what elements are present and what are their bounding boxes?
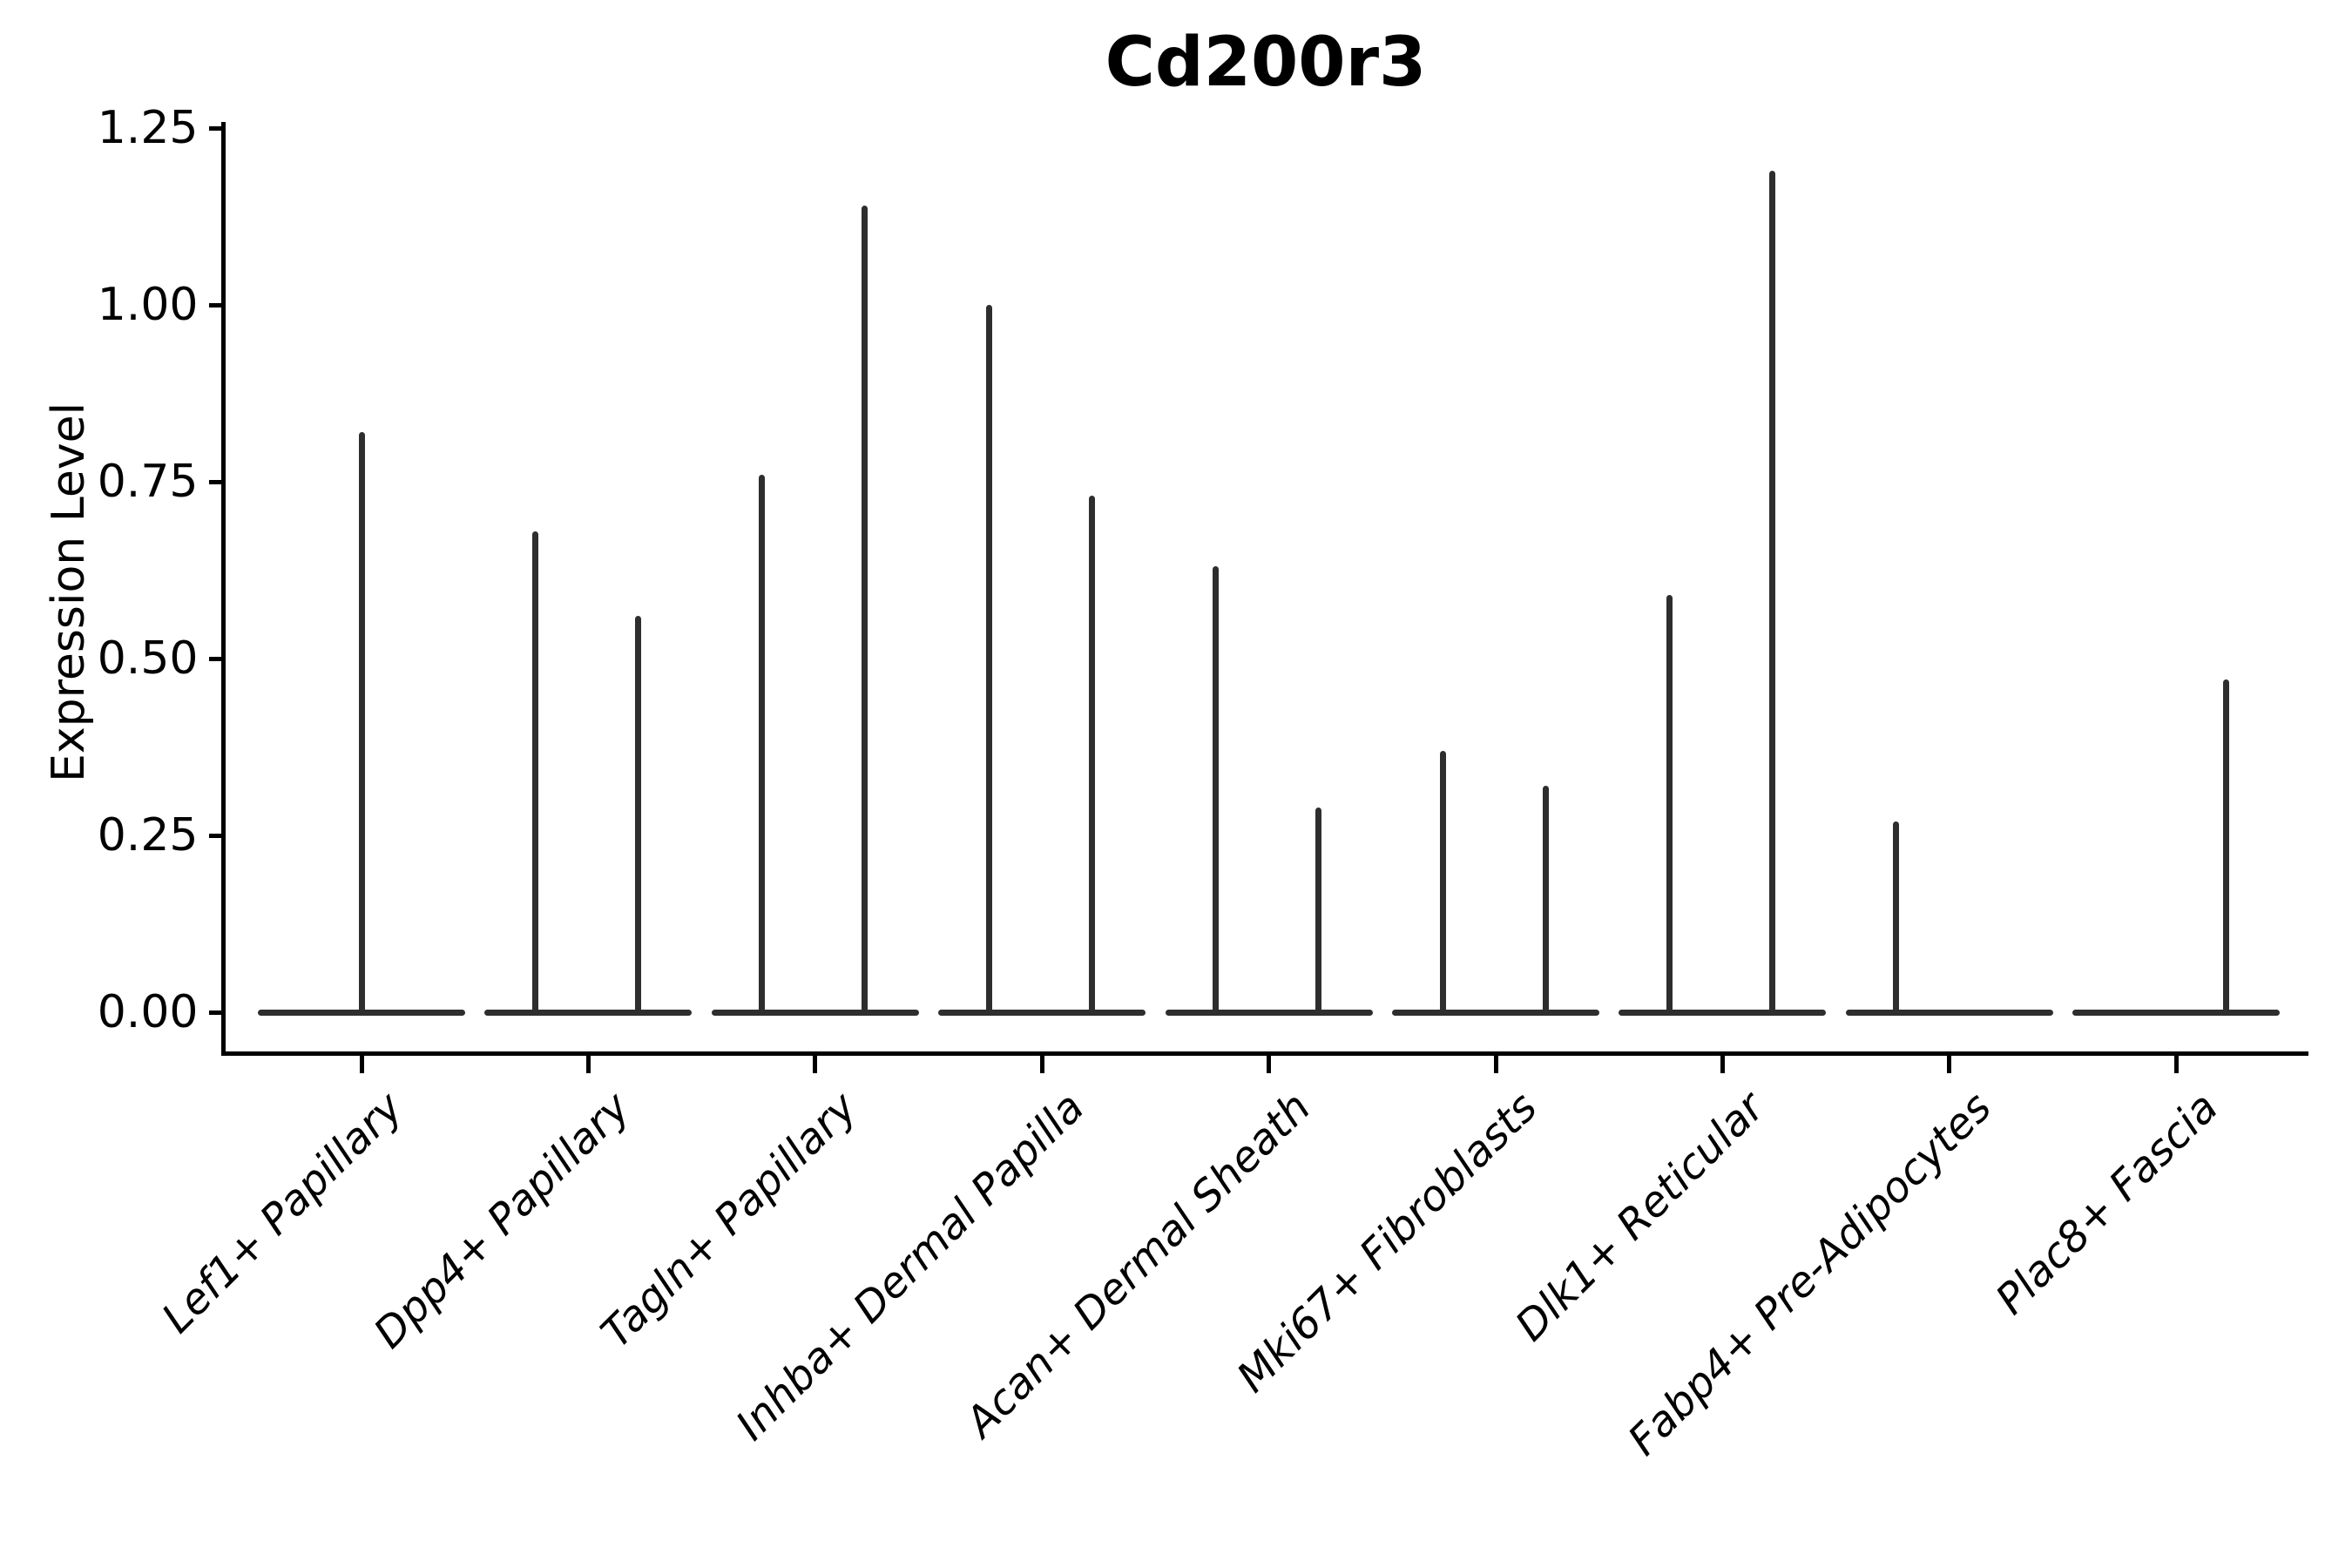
- x-tick-label: Dpp4+ Papillary: [364, 1083, 640, 1358]
- violin-spike: [862, 206, 868, 1014]
- x-tick-label: Lef1+ Papillary: [152, 1083, 413, 1343]
- violin-spike: [1213, 566, 1220, 1014]
- x-tick: [1947, 1056, 1952, 1073]
- x-tick-label: Dlk1+ Reticular: [1505, 1083, 1774, 1351]
- violin-spike: [634, 616, 641, 1014]
- x-tick: [1493, 1056, 1498, 1073]
- violin-bar: [2072, 1009, 2281, 1016]
- x-tick-label: Plac8+ Fascia: [1986, 1083, 2227, 1324]
- y-tick-label: 0.25: [97, 809, 199, 862]
- y-tick: [208, 302, 222, 308]
- violin-spike: [759, 474, 766, 1014]
- violin-spike: [358, 432, 365, 1014]
- y-tick-label: 0.75: [97, 456, 199, 508]
- y-tick: [208, 656, 222, 661]
- violin-bar: [1619, 1009, 1827, 1016]
- x-tick: [359, 1056, 364, 1073]
- y-tick-label: 1.00: [97, 279, 199, 331]
- y-tick-label: 0.50: [97, 632, 199, 685]
- violin-bar: [711, 1009, 919, 1016]
- violin-bar: [938, 1009, 1146, 1016]
- y-tick: [208, 479, 222, 484]
- y-tick: [208, 833, 222, 838]
- violin-bar: [1392, 1009, 1599, 1016]
- x-tick-label: Tagln+ Papillary: [591, 1083, 867, 1358]
- violin-spike: [531, 531, 538, 1014]
- x-tick: [1720, 1056, 1725, 1073]
- violin-spike: [1315, 807, 1322, 1014]
- x-tick: [2173, 1056, 2179, 1073]
- violin-bar: [1165, 1009, 1373, 1016]
- left-axis-spine: [221, 122, 226, 1056]
- violin-spike: [985, 305, 992, 1014]
- violin-spike: [1666, 594, 1673, 1014]
- violin-spike: [1768, 170, 1775, 1014]
- violin-spike: [1439, 750, 1446, 1014]
- x-tick-label: Fabp4+ Pre-Adipocytes: [1619, 1083, 2001, 1465]
- violin-spike: [2222, 679, 2229, 1014]
- chart-title: Cd200r3: [1105, 24, 1427, 102]
- y-tick-label: 1.25: [97, 102, 199, 154]
- violin-bar: [484, 1009, 693, 1016]
- bottom-axis-spine: [221, 1051, 2308, 1056]
- violin-spike: [1088, 496, 1095, 1014]
- x-tick: [1267, 1056, 1272, 1073]
- violin-spike: [1893, 821, 1900, 1014]
- x-tick: [585, 1056, 591, 1073]
- y-axis-label: Expression Level: [43, 402, 95, 783]
- violin-spike: [1542, 786, 1549, 1014]
- violin-bar: [1845, 1009, 2053, 1016]
- x-tick: [813, 1056, 818, 1073]
- y-tick-label: 0.00: [97, 986, 199, 1038]
- x-tick: [1039, 1056, 1044, 1073]
- y-tick: [208, 1010, 222, 1015]
- y-tick: [208, 125, 222, 131]
